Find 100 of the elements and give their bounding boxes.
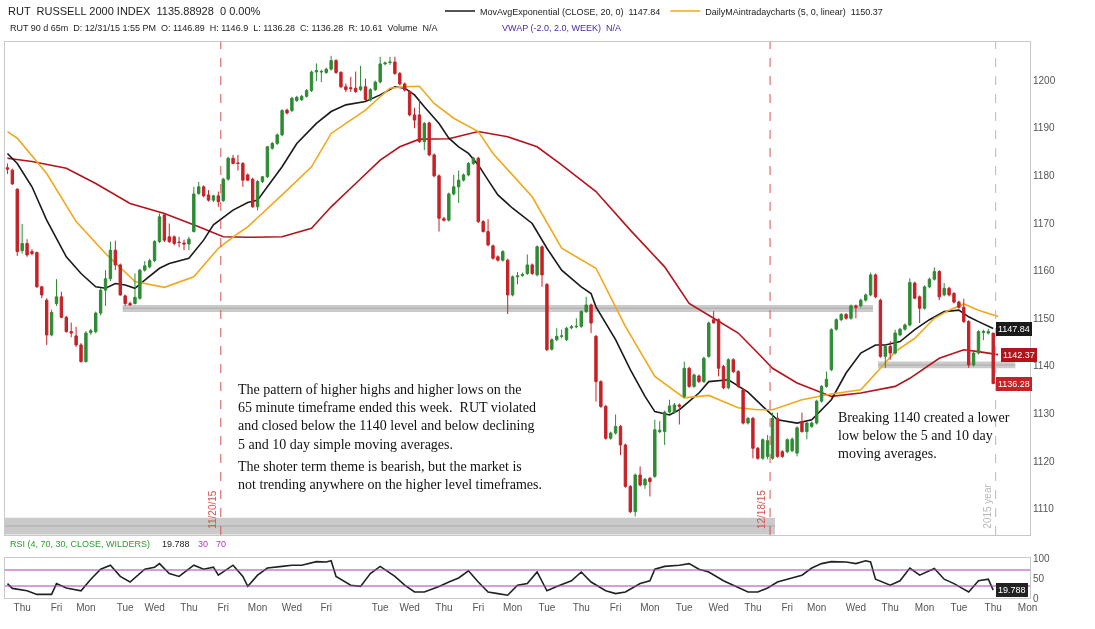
annotation: 12/18/15 <box>756 489 768 530</box>
data-label: 19.788 <box>998 585 1026 595</box>
x-tick-label: Mon <box>640 602 660 613</box>
candlestick <box>618 424 623 456</box>
candlestick <box>304 88 309 99</box>
x-tick-label: Thu <box>984 602 1002 613</box>
candlestick <box>5 162 10 175</box>
candlestick <box>746 416 750 425</box>
candlestick <box>707 321 711 359</box>
annotation: 2015 year <box>981 483 993 529</box>
x-tick-label: Fri <box>217 602 230 613</box>
candlestick <box>314 62 319 82</box>
candlestick <box>44 297 49 346</box>
candlestick <box>888 340 892 361</box>
x-tick-label: Fri <box>609 602 622 613</box>
ref-line-label: 30 <box>198 539 209 549</box>
x-tick-label: Wed <box>281 602 303 613</box>
y-tick-label: 1140 <box>1033 360 1055 372</box>
candlestick <box>515 271 520 285</box>
y-tick-label: 100 <box>1033 552 1051 564</box>
x-tick-label: Wed <box>708 602 729 613</box>
x-tick-label: Thu <box>180 602 198 613</box>
y-tick-label: 1200 <box>1033 74 1056 86</box>
candlestick <box>741 387 745 425</box>
x-tick-label: Mon <box>247 602 268 613</box>
x-tick-label: Fri <box>781 602 794 613</box>
legend-label: MovAvgExponential (CLOSE, 20, 0) 1147.84 <box>480 6 661 17</box>
candlestick <box>942 282 946 297</box>
candlestick <box>643 477 647 490</box>
x-tick-label: Wed <box>845 602 867 613</box>
candlestick <box>412 107 417 129</box>
candlestick <box>589 303 593 334</box>
annotation: The pattern of higher highs and higher lows on the 65 minute timeframe ended this week. RUT violated and closed below the 1140 level and below declining 5 and 10 day simple moving averages. <box>238 382 536 452</box>
x-tick-label: Fri <box>320 602 333 613</box>
candlestick <box>250 177 255 209</box>
candlestick <box>505 258 510 315</box>
x-tick-label: Mon <box>914 602 935 613</box>
candlestick <box>770 412 775 461</box>
y-tick-label: 1110 <box>1033 503 1055 515</box>
candlestick <box>667 399 672 415</box>
candlestick <box>662 410 667 446</box>
x-tick-label: Tue <box>675 602 694 613</box>
candlestick <box>211 194 216 203</box>
candlestick <box>535 244 539 277</box>
candlestick <box>800 412 804 434</box>
candlestick <box>108 241 113 282</box>
x-tick-label: Wed <box>144 602 165 613</box>
candlestick <box>10 168 15 186</box>
candlestick <box>54 278 59 307</box>
candlestick <box>932 266 937 282</box>
candlestick <box>545 282 549 352</box>
ref-line-label: 70 <box>216 539 227 549</box>
candlestick <box>255 179 260 212</box>
data-label: 1142.37 <box>1003 350 1035 360</box>
candlestick <box>883 344 888 369</box>
candlestick <box>162 212 167 243</box>
data-label: 1147.84 <box>998 324 1030 334</box>
candlestick <box>363 78 368 102</box>
candlestick <box>530 262 534 276</box>
line-series <box>6 130 999 398</box>
candlestick <box>677 403 682 425</box>
candlestick <box>501 249 505 263</box>
annotation: The shoter term theme is bearish, but the market is not trending anywhere on the higher level timeframes. <box>238 459 543 493</box>
y-tick-label: 1190 <box>1033 122 1055 134</box>
candlestick <box>417 99 422 144</box>
x-tick-label: Thu <box>744 602 762 613</box>
chart-title: RUT RUSSELL 2000 INDEX 1135.88928 0 0.00% <box>8 4 261 17</box>
x-tick-label: Wed <box>399 602 420 613</box>
x-tick-label: Mon <box>76 602 96 613</box>
x-tick-label: Tue <box>371 602 390 613</box>
candlestick <box>206 189 211 203</box>
candlestick <box>775 412 780 459</box>
candlestick <box>353 71 358 94</box>
candlestick <box>20 223 24 254</box>
y-tick-label: 1180 <box>1033 169 1055 181</box>
candlestick <box>15 187 19 257</box>
line-series <box>6 560 995 596</box>
x-tick-label: Mon <box>502 602 523 613</box>
candlestick <box>922 284 927 311</box>
chart-title: RSI (4, 70, 30, CLOSE, WILDERS) <box>10 539 151 549</box>
annotation: 11/20/15 <box>206 490 218 529</box>
y-tick-label: 0 <box>1033 592 1039 604</box>
y-tick-label: 50 <box>1033 572 1045 584</box>
candlestick <box>697 373 701 384</box>
x-tick-label: Tue <box>950 602 968 613</box>
text: VWAP (-2.0, 2.0, WEEK) N/A <box>502 23 622 33</box>
candlestick <box>692 373 696 389</box>
candlestick <box>824 371 829 389</box>
x-tick-label: Thu <box>435 602 453 613</box>
candlestick <box>309 70 314 93</box>
candlestick <box>638 465 642 487</box>
annotation: Breaking 1140 created a lower low below the 5 and 10 day moving averages. <box>838 410 1010 462</box>
y-tick-label: 1130 <box>1033 408 1055 420</box>
candlestick <box>971 351 976 367</box>
candlestick <box>422 121 427 151</box>
y-tick-label: 1150 <box>1033 312 1055 324</box>
candlestick <box>157 212 162 244</box>
candlestick <box>187 236 191 251</box>
text: 19.788 <box>162 539 190 549</box>
x-tick-label: Tue <box>538 602 556 613</box>
